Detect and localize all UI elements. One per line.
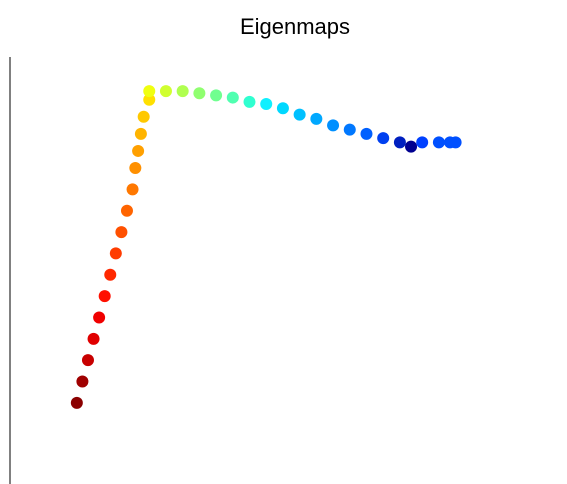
point [377,132,390,145]
point [360,127,373,140]
point [126,183,139,196]
point [120,204,133,217]
point [115,226,128,239]
point [260,97,273,110]
point [405,140,418,153]
point [432,136,445,149]
point [210,89,223,102]
point [104,268,117,281]
point [293,108,306,121]
point [132,144,145,157]
point [137,110,150,123]
point [176,85,189,98]
point [81,354,94,367]
point [449,136,462,149]
point [193,87,206,100]
point [393,136,406,149]
point [327,119,340,132]
point [276,102,289,115]
point [343,123,356,136]
point [134,127,147,140]
point [109,247,122,260]
point [226,91,239,104]
point [129,162,142,175]
point [93,311,106,324]
point [70,396,83,409]
chart-title: Eigenmaps [240,14,350,39]
point [76,375,89,388]
point [243,95,256,108]
point [87,332,100,345]
point [416,136,429,149]
point [98,290,111,303]
point [143,85,156,98]
point [310,112,323,125]
point [159,85,172,98]
point [143,93,156,106]
